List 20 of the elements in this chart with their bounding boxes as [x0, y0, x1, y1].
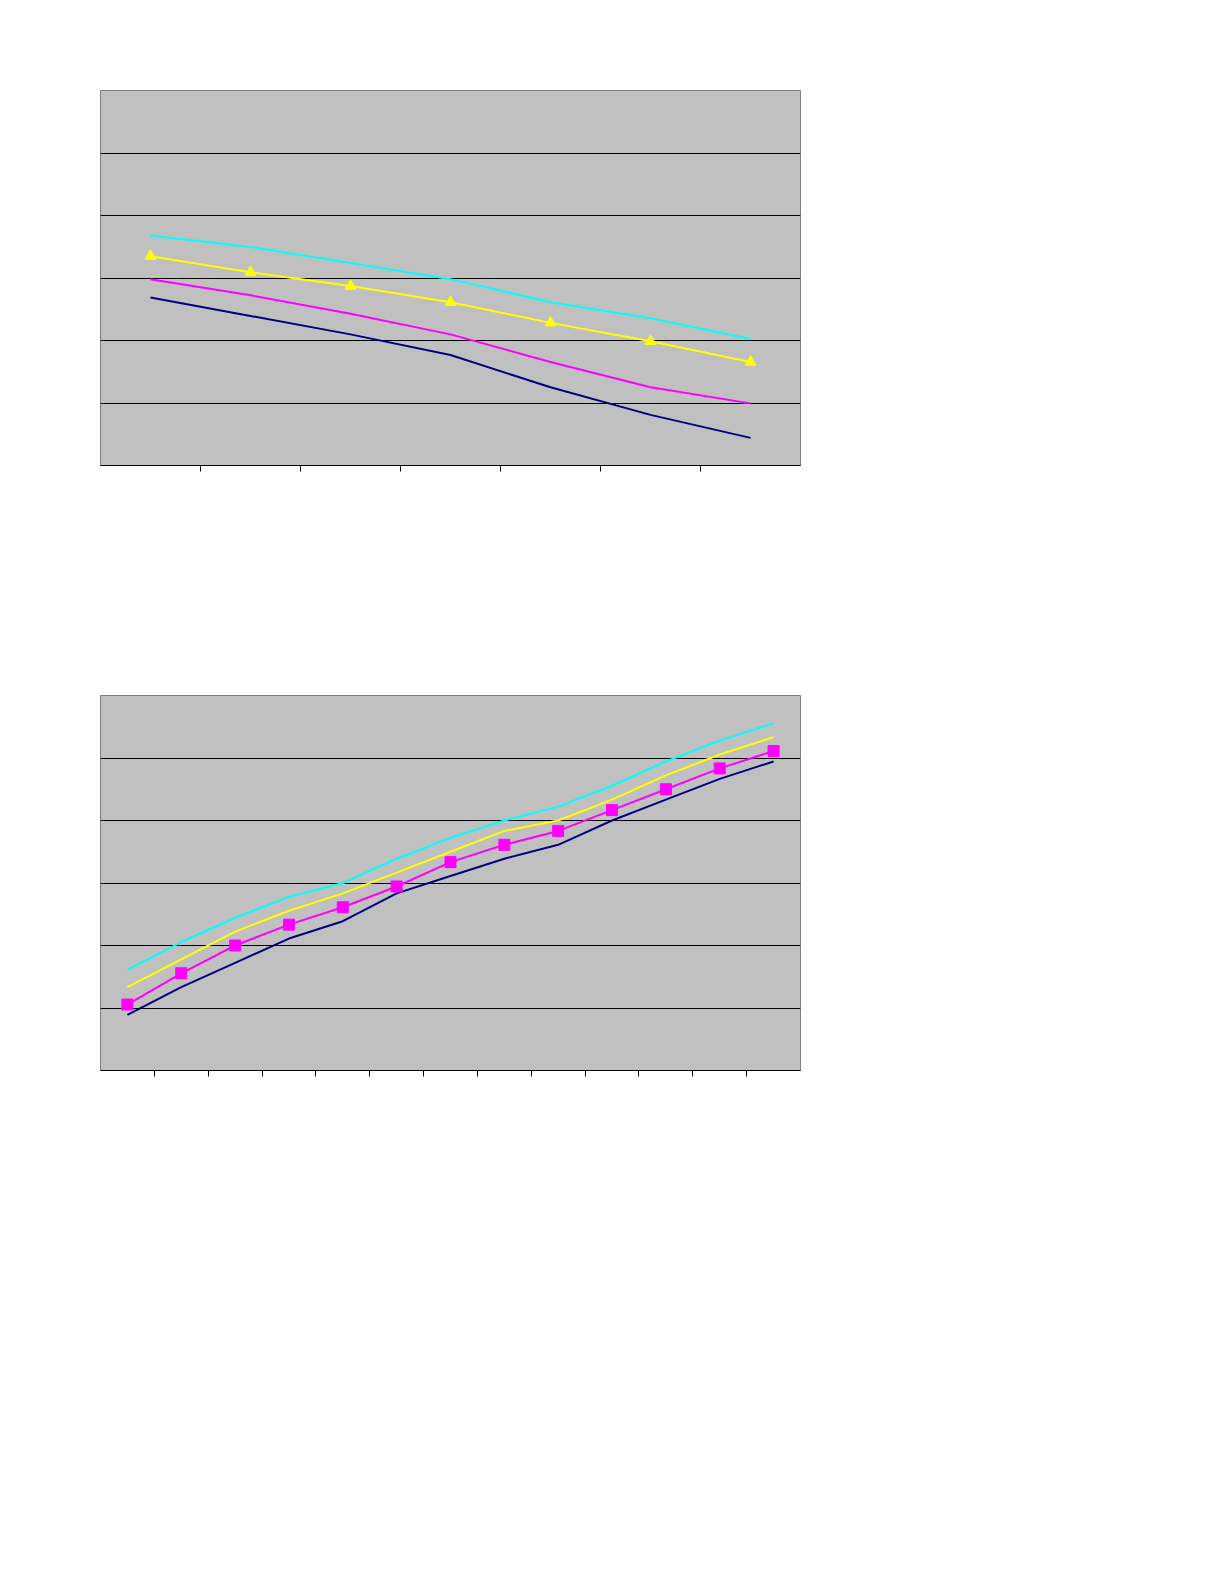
- point: [336, 901, 349, 914]
- point: [444, 295, 457, 306]
- point: [544, 316, 557, 327]
- point: [659, 783, 672, 796]
- point: [444, 856, 457, 869]
- point: [175, 967, 188, 980]
- point: [390, 880, 403, 893]
- point: [606, 804, 619, 817]
- point: [144, 249, 157, 260]
- point: [244, 265, 257, 276]
- point: [282, 918, 295, 931]
- point: [744, 355, 757, 366]
- point: [552, 824, 565, 837]
- point: [344, 279, 357, 290]
- point: [713, 762, 726, 775]
- point: [121, 998, 134, 1011]
- point: [229, 939, 242, 952]
- point: [644, 334, 657, 345]
- point: [498, 838, 511, 851]
- point: [767, 745, 780, 758]
